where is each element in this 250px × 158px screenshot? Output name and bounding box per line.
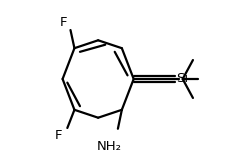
Text: NH₂: NH₂ <box>97 140 122 153</box>
Text: F: F <box>55 129 62 142</box>
Text: F: F <box>60 16 67 29</box>
Text: Si: Si <box>176 73 189 85</box>
